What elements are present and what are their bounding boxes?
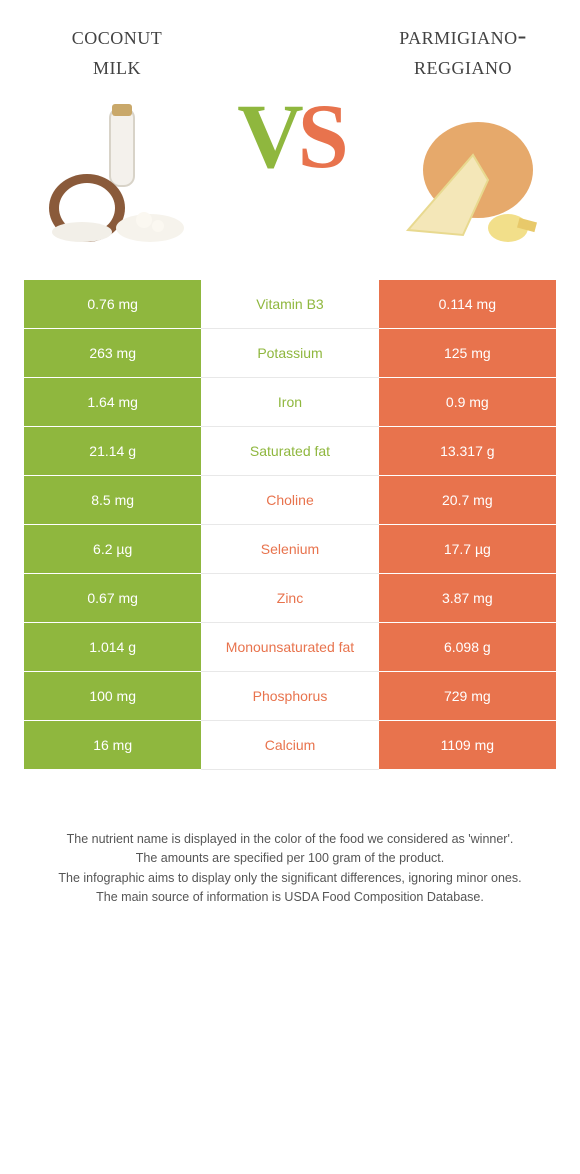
- right-food-column: Parmigiano- Reggiano: [370, 20, 556, 250]
- vs-letter-v: V: [237, 90, 297, 182]
- nutrient-label: Zinc: [201, 574, 378, 623]
- vs-badge: VS: [220, 90, 360, 182]
- nutrient-label: Vitamin B3: [201, 280, 378, 329]
- right-value: 125 mg: [379, 329, 556, 378]
- right-value: 0.114 mg: [379, 280, 556, 329]
- nutrient-label: Monounsaturated fat: [201, 623, 378, 672]
- left-food-image: [32, 100, 202, 250]
- table-row: 0.76 mgVitamin B30.114 mg: [24, 280, 556, 329]
- right-value: 1109 mg: [379, 721, 556, 770]
- table-row: 21.14 gSaturated fat13.317 g: [24, 427, 556, 476]
- nutrient-label: Phosphorus: [201, 672, 378, 721]
- footer-line: The main source of information is USDA F…: [30, 888, 550, 907]
- right-value: 729 mg: [379, 672, 556, 721]
- footer-line: The amounts are specified per 100 gram o…: [30, 849, 550, 868]
- left-value: 8.5 mg: [24, 476, 201, 525]
- table-row: 8.5 mgCholine20.7 mg: [24, 476, 556, 525]
- table-row: 1.64 mgIron0.9 mg: [24, 378, 556, 427]
- comparison-table: 0.76 mgVitamin B30.114 mg263 mgPotassium…: [24, 280, 556, 770]
- table-row: 1.014 gMonounsaturated fat6.098 g: [24, 623, 556, 672]
- right-food-title: Parmigiano- Reggiano: [399, 20, 527, 82]
- right-value: 6.098 g: [379, 623, 556, 672]
- right-value: 3.87 mg: [379, 574, 556, 623]
- table-row: 6.2 µgSelenium17.7 µg: [24, 525, 556, 574]
- left-value: 6.2 µg: [24, 525, 201, 574]
- nutrient-label: Potassium: [201, 329, 378, 378]
- left-value: 0.67 mg: [24, 574, 201, 623]
- left-value: 1.64 mg: [24, 378, 201, 427]
- footer-line: The infographic aims to display only the…: [30, 869, 550, 888]
- table-row: 16 mgCalcium1109 mg: [24, 721, 556, 770]
- nutrient-label: Selenium: [201, 525, 378, 574]
- right-value: 13.317 g: [379, 427, 556, 476]
- nutrient-label: Calcium: [201, 721, 378, 770]
- table-row: 100 mgPhosphorus729 mg: [24, 672, 556, 721]
- vs-letter-s: S: [298, 90, 343, 182]
- right-value: 17.7 µg: [379, 525, 556, 574]
- left-food-column: Coconut milk: [24, 20, 210, 250]
- left-value: 0.76 mg: [24, 280, 201, 329]
- footer-line: The nutrient name is displayed in the co…: [30, 830, 550, 849]
- right-value: 20.7 mg: [379, 476, 556, 525]
- nutrient-label: Iron: [201, 378, 378, 427]
- right-value: 0.9 mg: [379, 378, 556, 427]
- left-value: 1.014 g: [24, 623, 201, 672]
- table-row: 0.67 mgZinc3.87 mg: [24, 574, 556, 623]
- left-value: 21.14 g: [24, 427, 201, 476]
- infographic: Coconut milk VS Parmigiano- Reggiano: [0, 0, 580, 948]
- right-food-image: [378, 100, 548, 250]
- nutrient-label: Choline: [201, 476, 378, 525]
- nutrient-label: Saturated fat: [201, 427, 378, 476]
- left-value: 100 mg: [24, 672, 201, 721]
- left-value: 16 mg: [24, 721, 201, 770]
- left-food-title: Coconut milk: [72, 20, 163, 82]
- table-row: 263 mgPotassium125 mg: [24, 329, 556, 378]
- left-value: 263 mg: [24, 329, 201, 378]
- header: Coconut milk VS Parmigiano- Reggiano: [24, 20, 556, 250]
- footer-notes: The nutrient name is displayed in the co…: [24, 830, 556, 908]
